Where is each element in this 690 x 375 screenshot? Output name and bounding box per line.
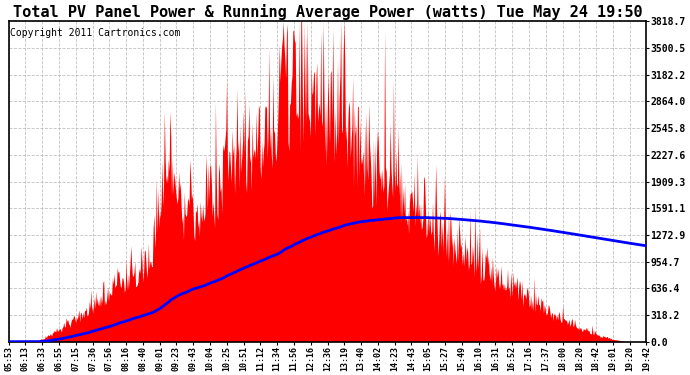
- Text: Copyright 2011 Cartronics.com: Copyright 2011 Cartronics.com: [10, 28, 180, 38]
- Title: Total PV Panel Power & Running Average Power (watts) Tue May 24 19:50: Total PV Panel Power & Running Average P…: [12, 4, 642, 20]
